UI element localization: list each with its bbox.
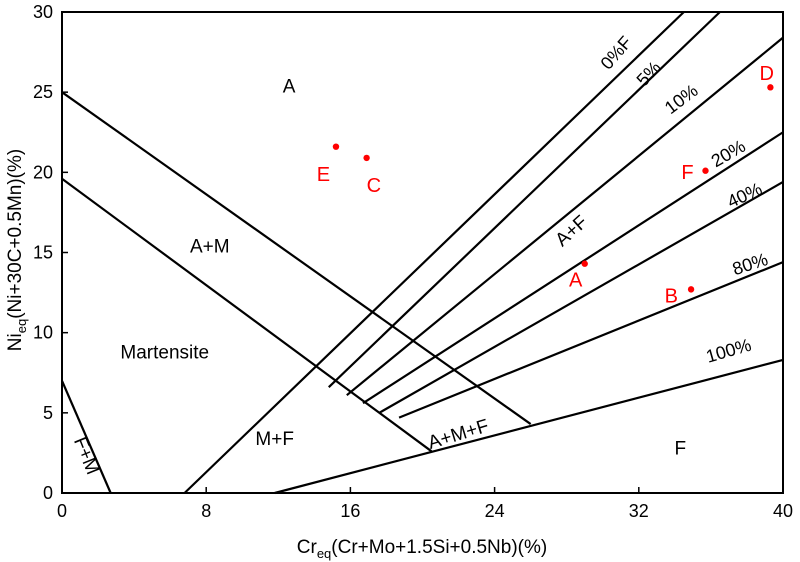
x-tick-label: 40 [773, 501, 793, 521]
boundary-line-5 [183, 11, 685, 494]
boundary-line-7 [346, 36, 784, 397]
y-axis-title: Nieq(Ni+30C+0.5Mn)(%) [5, 149, 29, 351]
boundary-lines [60, 11, 784, 495]
point-label: F [681, 162, 693, 184]
isoline-label: 20% [708, 136, 749, 171]
isoline-label: 0%F [597, 32, 636, 73]
y-tick-label: 30 [33, 2, 53, 22]
region-label: M+F [255, 429, 294, 450]
x-tick-label: 0 [57, 501, 67, 521]
point-label: D [760, 63, 774, 85]
boundary-line-8 [362, 131, 784, 405]
y-tick-label: 25 [33, 82, 53, 102]
data-points: A B C D E F [317, 63, 774, 308]
isoline-label: 40% [724, 179, 765, 212]
region-label: A+M+F [426, 416, 492, 454]
point-label: B [665, 286, 678, 308]
boundary-line-6 [328, 11, 721, 388]
plot-frame [61, 11, 784, 494]
x-tick-label: 8 [201, 501, 211, 521]
x-tick-label: 32 [629, 501, 649, 521]
data-point-c [363, 154, 370, 162]
y-tick-label: 15 [33, 243, 53, 263]
data-point-b [687, 286, 695, 293]
isoline-label: 10% [661, 80, 702, 118]
point-label: C [367, 175, 381, 197]
region-labels: A A+M Martensite M+F A+F A+M+F F F+M [69, 76, 686, 477]
isoline-label: 5% [633, 57, 665, 90]
region-label: Martensite [120, 343, 209, 364]
boundary-line-3 [60, 380, 112, 494]
x-axis-title: Creq(Cr+Mo+1.5Si+0.5Nb)(%) [297, 537, 547, 561]
point-label: E [317, 164, 330, 186]
y-tick-label: 5 [43, 403, 53, 423]
data-point-e [332, 143, 340, 150]
region-label: A+M [190, 237, 230, 258]
x-tick-label: 16 [340, 501, 360, 521]
y-tick-label: 20 [33, 162, 53, 182]
boundary-line-2 [61, 177, 433, 453]
boundary-line-4 [274, 358, 784, 495]
y-tick-label: 10 [33, 323, 53, 343]
region-label: A [283, 76, 296, 97]
data-point-d [767, 84, 774, 91]
region-label: A+F [552, 212, 592, 251]
boundary-line-10 [398, 261, 784, 419]
boundary-line-1 [61, 91, 532, 425]
data-point-a [581, 260, 588, 267]
data-point-f [702, 167, 709, 174]
isoline-label: 100% [704, 335, 754, 367]
point-label: A [569, 270, 583, 292]
y-tick-label: 0 [43, 483, 53, 503]
axis-ticks: 0 8 16 24 32 40 0 5 10 15 20 25 30 [33, 2, 793, 521]
boundary-line-9 [378, 180, 784, 414]
isoline-labels: 0%F5%10%20%40%80%100% [597, 32, 771, 366]
x-tick-label: 24 [485, 501, 505, 521]
region-label: F [674, 439, 686, 460]
region-label: F+M [69, 434, 103, 478]
